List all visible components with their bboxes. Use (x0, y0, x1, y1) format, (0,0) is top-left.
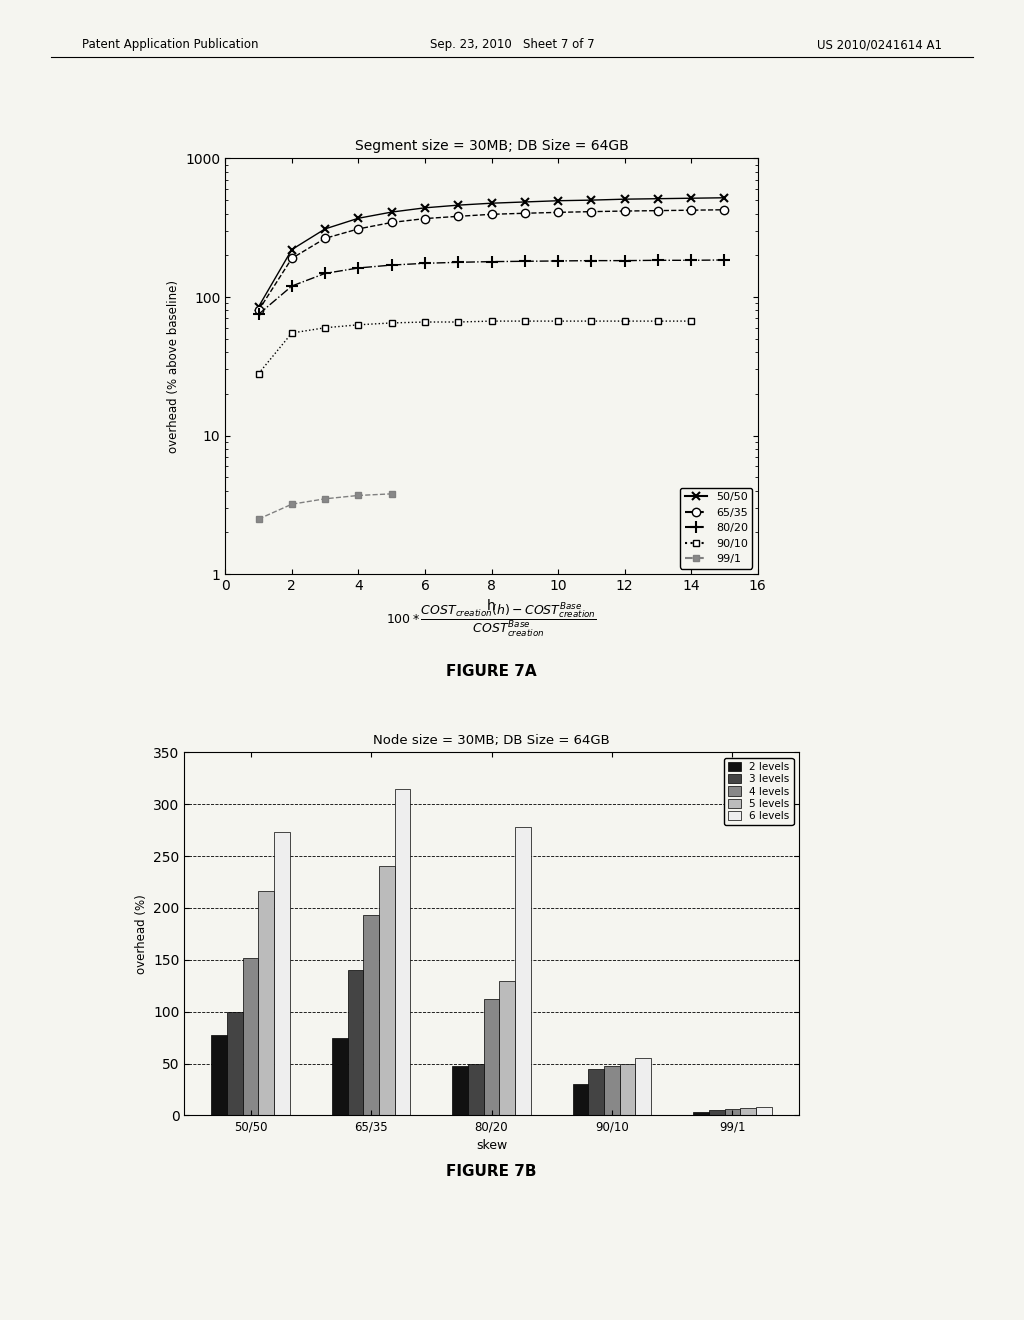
Y-axis label: overhead (%): overhead (%) (134, 894, 147, 974)
Text: FIGURE 7A: FIGURE 7A (446, 664, 537, 678)
Bar (453, 1065, 468, 1115)
Bar (589, 1069, 604, 1115)
Bar (500, 981, 515, 1115)
Bar (258, 891, 274, 1115)
Bar (620, 1064, 636, 1115)
Text: US 2010/0241614 A1: US 2010/0241614 A1 (817, 38, 942, 51)
Text: Patent Application Publication: Patent Application Publication (82, 38, 258, 51)
Y-axis label: overhead (% above baseline): overhead (% above baseline) (167, 280, 180, 453)
Bar (604, 1065, 620, 1115)
Bar (693, 1113, 709, 1115)
Bar (364, 915, 379, 1115)
Title: Node size = 30MB; DB Size = 64GB: Node size = 30MB; DB Size = 64GB (373, 734, 610, 747)
Bar (243, 958, 258, 1115)
Bar (740, 1109, 756, 1115)
Bar (709, 1110, 725, 1115)
Text: Sep. 23, 2010   Sheet 7 of 7: Sep. 23, 2010 Sheet 7 of 7 (430, 38, 594, 51)
Legend: 2 levels, 3 levels, 4 levels, 5 levels, 6 levels: 2 levels, 3 levels, 4 levels, 5 levels, … (724, 758, 794, 825)
Bar (332, 1038, 347, 1115)
Bar (468, 1064, 483, 1115)
Bar (572, 1084, 589, 1115)
Bar (725, 1109, 740, 1115)
Bar (211, 1035, 227, 1115)
Bar (483, 999, 500, 1115)
Bar (347, 970, 364, 1115)
Bar (394, 789, 411, 1115)
Legend: 50/50, 65/35, 80/20, 90/10, 99/1: 50/50, 65/35, 80/20, 90/10, 99/1 (680, 487, 753, 569)
X-axis label: skew: skew (476, 1139, 507, 1152)
X-axis label: h: h (487, 598, 496, 612)
Bar (274, 833, 290, 1115)
Title: Segment size = 30MB; DB Size = 64GB: Segment size = 30MB; DB Size = 64GB (354, 139, 629, 153)
Text: FIGURE 7B: FIGURE 7B (446, 1164, 537, 1179)
Bar (515, 828, 530, 1115)
Bar (379, 866, 394, 1115)
Bar (227, 1011, 243, 1115)
Bar (636, 1059, 651, 1115)
Text: $100 * \dfrac{COST_{creation}(h) - COST^{Base}_{creation}}{COST^{Base}_{creation: $100 * \dfrac{COST_{creation}(h) - COST^… (386, 601, 597, 640)
Bar (756, 1107, 772, 1115)
